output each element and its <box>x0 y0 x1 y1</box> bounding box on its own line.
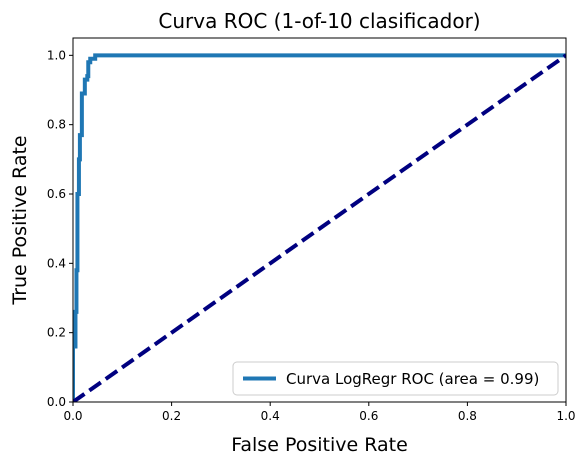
y-axis-label: True Positive Rate <box>9 135 31 305</box>
x-tick-label: 1.0 <box>556 409 575 423</box>
legend-box <box>232 361 559 396</box>
x-tick-label: 0.0 <box>63 409 82 423</box>
x-tick-label: 0.6 <box>359 409 378 423</box>
y-tick-label: 0.0 <box>47 395 66 409</box>
legend: Curva LogRegr ROC (area = 0.99) <box>232 361 559 396</box>
x-axis-label: False Positive Rate <box>231 434 408 456</box>
y-axis-ticks: 0.0 0.2 0.4 0.6 0.8 1.0 <box>47 48 73 409</box>
series-layer <box>73 53 566 402</box>
roc-curve-line <box>73 53 566 402</box>
chart-title: Curva ROC (1-of-10 clasificador) <box>158 9 480 33</box>
x-axis-ticks: 0.0 0.2 0.4 0.6 0.8 1.0 <box>63 402 576 423</box>
y-tick-label: 0.4 <box>47 256 66 270</box>
y-tick-label: 0.8 <box>47 118 66 132</box>
y-tick-label: 1.0 <box>47 48 66 62</box>
chance-diagonal-line <box>73 53 566 402</box>
y-tick-label: 0.6 <box>47 187 66 201</box>
x-tick-label: 0.8 <box>458 409 477 423</box>
plot-frame <box>72 37 567 403</box>
x-tick-label: 0.2 <box>162 409 181 423</box>
x-tick-label: 0.4 <box>261 409 280 423</box>
legend-label: Curva LogRegr ROC (area = 0.99) <box>286 370 539 388</box>
y-tick-label: 0.2 <box>47 326 66 340</box>
